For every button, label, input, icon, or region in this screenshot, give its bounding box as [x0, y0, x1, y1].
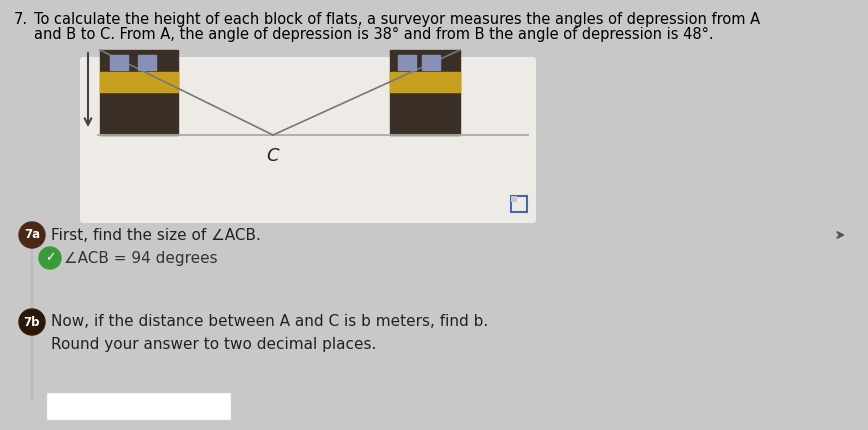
Text: 7b: 7b — [23, 316, 40, 329]
Bar — [138, 55, 156, 70]
Text: 7.: 7. — [14, 12, 28, 27]
Bar — [390, 72, 460, 92]
Text: First, find the size of ∠ACB.: First, find the size of ∠ACB. — [51, 227, 261, 243]
Bar — [511, 196, 527, 212]
Circle shape — [39, 247, 61, 269]
Text: C: C — [266, 147, 279, 165]
FancyBboxPatch shape — [80, 57, 536, 223]
Text: ✓: ✓ — [45, 252, 56, 264]
Bar — [100, 50, 178, 135]
Bar — [511, 196, 517, 202]
Text: Round your answer to two decimal places.: Round your answer to two decimal places. — [51, 337, 377, 351]
Text: and B to C. From A, the angle of depression is 38° and from B the angle of depre: and B to C. From A, the angle of depress… — [34, 27, 713, 42]
Bar — [46, 392, 231, 420]
Text: Now, if the distance between A and C is b meters, find b.: Now, if the distance between A and C is … — [51, 314, 488, 329]
Circle shape — [19, 309, 45, 335]
Bar — [422, 55, 440, 70]
Text: To calculate the height of each block of flats, a surveyor measures the angles o: To calculate the height of each block of… — [34, 12, 760, 27]
Bar — [398, 55, 416, 70]
Bar — [100, 72, 178, 92]
Bar — [110, 55, 128, 70]
Bar — [390, 50, 460, 135]
Circle shape — [19, 222, 45, 248]
Text: ∠ACB = 94 degrees: ∠ACB = 94 degrees — [64, 251, 218, 265]
Text: 7a: 7a — [24, 228, 40, 242]
